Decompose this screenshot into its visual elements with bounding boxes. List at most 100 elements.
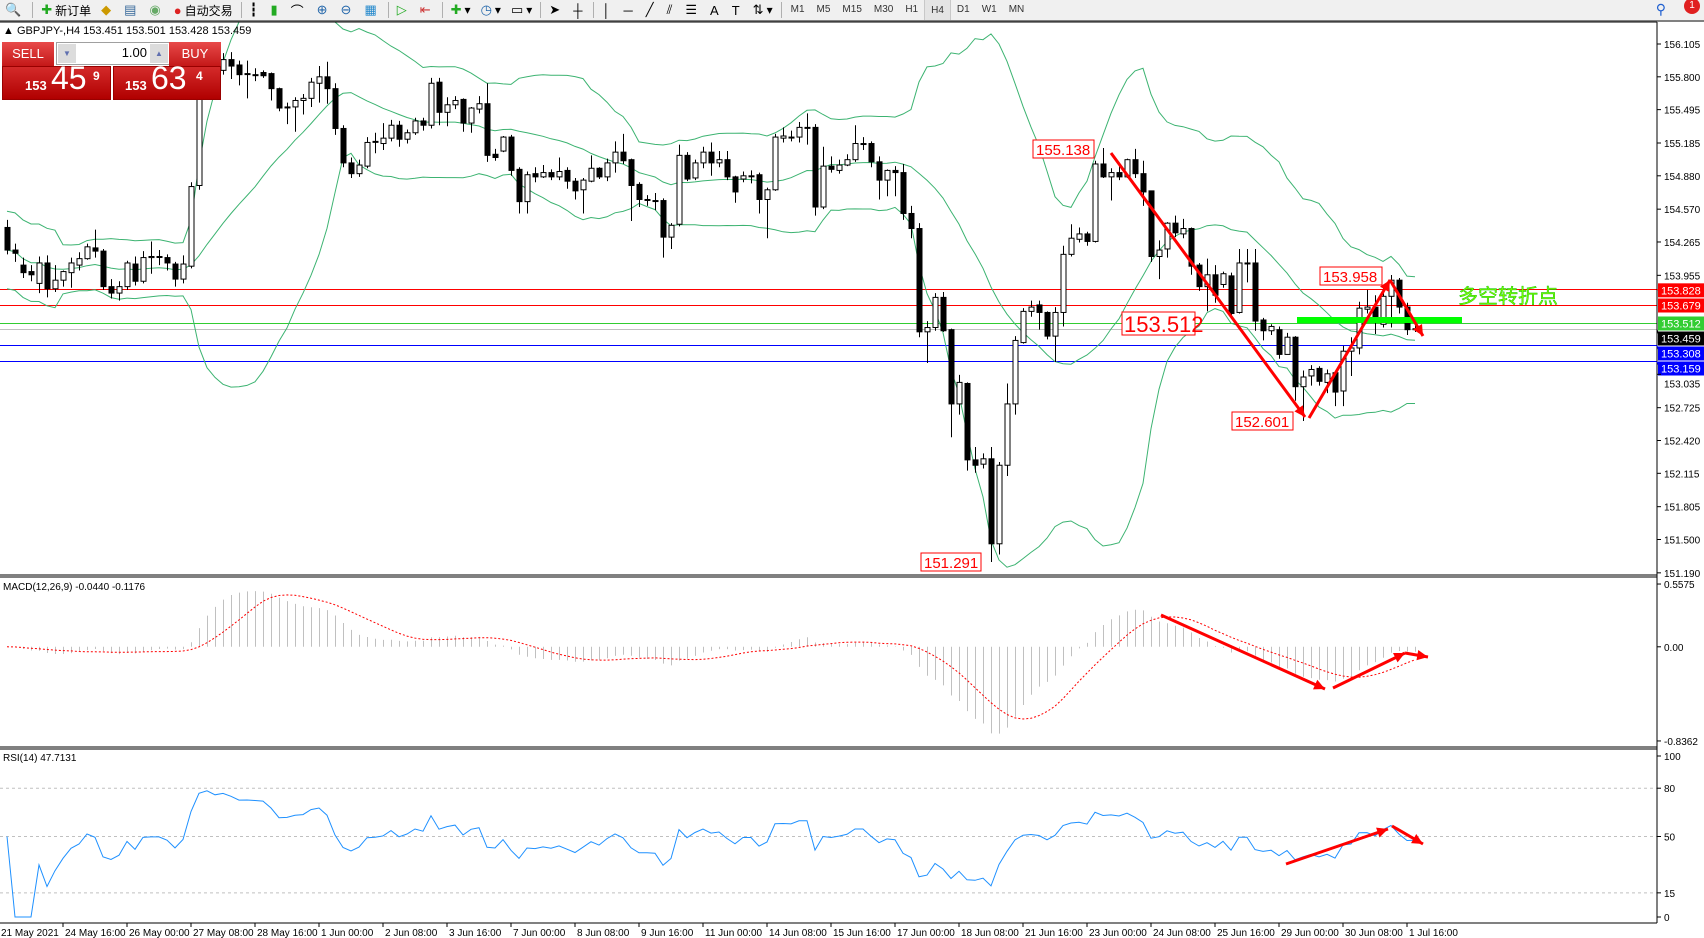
candle[interactable]	[628, 158, 635, 221]
candle[interactable]	[244, 60, 251, 99]
candle[interactable]	[148, 241, 155, 274]
candle[interactable]	[812, 124, 819, 216]
candle[interactable]	[636, 182, 643, 208]
candle[interactable]	[908, 205, 915, 239]
timeframe-mn[interactable]: MN	[1008, 3, 1025, 15]
candle[interactable]	[4, 219, 11, 255]
candle[interactable]	[420, 117, 427, 131]
candle[interactable]	[844, 154, 851, 167]
history-center-button[interactable]: ◆	[96, 0, 119, 20]
candle[interactable]	[524, 171, 531, 214]
candle[interactable]	[1052, 307, 1059, 362]
candle[interactable]	[428, 77, 435, 129]
text-tool[interactable]: A	[705, 0, 727, 20]
candle[interactable]	[1132, 148, 1139, 178]
candle[interactable]	[500, 135, 507, 153]
high1-label-box[interactable]	[1032, 139, 1095, 159]
candle[interactable]	[732, 175, 739, 203]
lot-size-stepper[interactable]: ▼ 1.00 ▲	[56, 42, 170, 65]
candle[interactable]	[156, 250, 163, 266]
candle[interactable]	[588, 155, 595, 183]
down-arrow-price-2[interactable]	[1388, 279, 1425, 337]
timeframe-m30[interactable]: M30	[873, 3, 894, 15]
search-icon[interactable]: ⚲	[1655, 1, 1666, 17]
candle[interactable]	[1340, 345, 1347, 407]
candle[interactable]	[996, 462, 1003, 555]
candle[interactable]	[852, 125, 859, 162]
periods-button[interactable]: ◷ ▾	[480, 2, 501, 17]
candle[interactable]	[372, 132, 379, 154]
auto-trading-button[interactable]: ● 自动交易	[169, 0, 238, 20]
candle[interactable]	[724, 151, 731, 181]
candle[interactable]	[68, 257, 75, 288]
candle[interactable]	[652, 193, 659, 211]
candle[interactable]	[1276, 326, 1283, 359]
candle[interactable]	[116, 281, 123, 301]
candle[interactable]	[900, 163, 907, 220]
candle[interactable]	[92, 229, 99, 258]
candle[interactable]	[452, 96, 459, 110]
candle[interactable]	[1220, 271, 1227, 288]
candle[interactable]	[44, 255, 51, 298]
candle[interactable]	[548, 169, 555, 181]
sell-button[interactable]: SELL	[2, 42, 54, 66]
candle[interactable]	[300, 94, 307, 115]
pivot-zone-bar[interactable]	[1297, 317, 1462, 323]
candle[interactable]	[404, 129, 411, 144]
vertical-line-tool[interactable]: │	[597, 0, 618, 20]
timeframe-m15[interactable]: M15	[842, 3, 862, 15]
candle[interactable]	[20, 257, 27, 279]
autoscroll-button[interactable]: ▷	[392, 0, 415, 20]
candle[interactable]	[356, 159, 363, 177]
candle[interactable]	[572, 177, 579, 200]
candle[interactable]	[868, 141, 875, 168]
candle[interactable]	[140, 251, 147, 284]
timeframe-m5[interactable]: M5	[816, 3, 831, 15]
candlestick-button[interactable]: ▮	[265, 0, 285, 20]
candle[interactable]	[580, 177, 587, 214]
buy-button[interactable]: BUY	[169, 42, 221, 66]
candle[interactable]	[516, 167, 523, 214]
low1-label-box[interactable]	[920, 552, 982, 572]
lot-decrease-icon[interactable]: ▼	[58, 44, 76, 63]
candle[interactable]	[676, 144, 683, 227]
zoom-tool-button[interactable]: 🔍	[0, 0, 29, 20]
candle[interactable]	[756, 172, 763, 214]
low2-label-box[interactable]	[1231, 411, 1294, 431]
candle[interactable]	[228, 52, 235, 79]
candle[interactable]	[556, 157, 563, 181]
candle[interactable]	[612, 141, 619, 173]
candle[interactable]	[340, 125, 347, 168]
candle[interactable]	[1028, 300, 1035, 317]
arrows-tool[interactable]: ⇅ ▾	[752, 2, 773, 17]
cursor-tool[interactable]: ➤	[544, 0, 568, 20]
mid-level-label-box[interactable]	[1121, 311, 1196, 336]
candle[interactable]	[532, 167, 539, 183]
bar-chart-button[interactable]: ┇	[245, 0, 266, 20]
right-arrow-macd[interactable]	[1404, 650, 1429, 661]
buy-price-button[interactable]: 153 63 4	[113, 60, 221, 100]
candle[interactable]	[316, 66, 323, 103]
candle[interactable]	[796, 122, 803, 143]
candle[interactable]	[252, 68, 259, 82]
crosshair-tool[interactable]: ┼	[568, 0, 590, 20]
candle[interactable]	[620, 133, 627, 164]
candle[interactable]	[644, 195, 651, 206]
candle[interactable]	[1068, 224, 1075, 257]
timeframe-d1[interactable]: D1	[956, 3, 970, 15]
candle[interactable]	[36, 256, 43, 294]
candle[interactable]	[1236, 248, 1243, 314]
down-arrow-macd[interactable]	[1160, 613, 1326, 691]
down-arrow-price[interactable]	[1109, 152, 1307, 418]
candle[interactable]	[508, 134, 515, 176]
candle[interactable]	[716, 151, 723, 168]
candle[interactable]	[1316, 366, 1323, 386]
lot-increase-icon[interactable]: ▲	[150, 44, 168, 63]
up-arrow-price[interactable]	[1307, 279, 1392, 419]
candle[interactable]	[1284, 332, 1291, 355]
candle[interactable]	[780, 127, 787, 143]
candle[interactable]	[564, 167, 571, 189]
candle[interactable]	[956, 374, 963, 415]
candle[interactable]	[412, 117, 419, 135]
candle[interactable]	[484, 83, 491, 162]
